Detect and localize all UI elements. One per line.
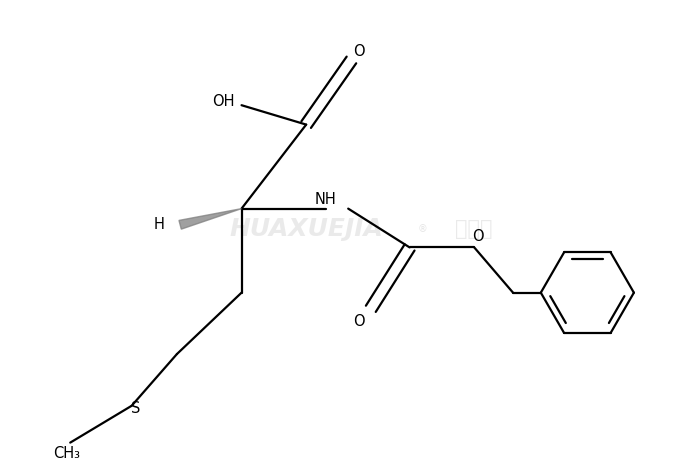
Text: H: H (154, 217, 165, 232)
Text: OH: OH (212, 94, 235, 108)
Text: O: O (472, 229, 483, 244)
Text: 化学加: 化学加 (456, 219, 493, 238)
Polygon shape (179, 209, 242, 230)
Text: CH₃: CH₃ (53, 445, 81, 460)
Text: S: S (131, 400, 141, 415)
Text: HUAXUEJIA: HUAXUEJIA (230, 217, 383, 240)
Text: O: O (353, 313, 365, 328)
Text: ®: ® (418, 224, 427, 233)
Text: O: O (353, 44, 365, 59)
Text: NH: NH (315, 192, 336, 207)
